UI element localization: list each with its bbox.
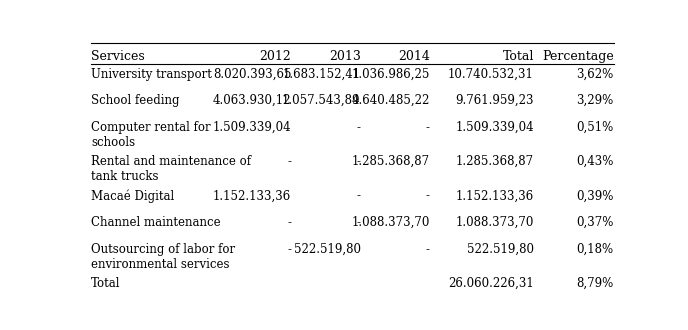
Text: 1.152.133,36: 1.152.133,36 — [455, 189, 534, 203]
Text: Computer rental for
schools: Computer rental for schools — [92, 121, 211, 149]
Text: Percentage: Percentage — [542, 50, 614, 63]
Text: 26.060.226,31: 26.060.226,31 — [448, 277, 534, 290]
Text: -: - — [426, 121, 430, 134]
Text: Channel maintenance: Channel maintenance — [92, 216, 221, 229]
Text: 4.063.930,12: 4.063.930,12 — [213, 94, 291, 107]
Text: 3,29%: 3,29% — [577, 94, 614, 107]
Text: Rental and maintenance of
tank trucks: Rental and maintenance of tank trucks — [92, 155, 251, 183]
Text: 2013: 2013 — [329, 50, 361, 63]
Text: 1.285.368,87: 1.285.368,87 — [352, 155, 430, 168]
Text: Total: Total — [502, 50, 534, 63]
Text: -: - — [356, 155, 361, 168]
Text: 1.285.368,87: 1.285.368,87 — [455, 155, 534, 168]
Text: Total: Total — [92, 277, 121, 290]
Text: 3,62%: 3,62% — [577, 68, 614, 81]
Text: -: - — [426, 243, 430, 256]
Text: 9.761.959,23: 9.761.959,23 — [455, 94, 534, 107]
Text: 8.020.393,65: 8.020.393,65 — [213, 68, 291, 81]
Text: 8,79%: 8,79% — [577, 277, 614, 290]
Text: -: - — [288, 155, 291, 168]
Text: 522.519,80: 522.519,80 — [467, 243, 534, 256]
Text: School feeding: School feeding — [92, 94, 180, 107]
Text: Macaé Digital: Macaé Digital — [92, 189, 175, 203]
Text: 2012: 2012 — [259, 50, 291, 63]
Text: 4.640.485,22: 4.640.485,22 — [352, 94, 430, 107]
Text: 0,37%: 0,37% — [577, 216, 614, 229]
Text: -: - — [426, 189, 430, 203]
Text: 1.036.986,25: 1.036.986,25 — [352, 68, 430, 81]
Text: 1.509.339,04: 1.509.339,04 — [213, 121, 291, 134]
Text: 1.088.373,70: 1.088.373,70 — [455, 216, 534, 229]
Text: 1.057.543,89: 1.057.543,89 — [282, 94, 361, 107]
Text: -: - — [356, 189, 361, 203]
Text: 10.740.532,31: 10.740.532,31 — [448, 68, 534, 81]
Text: -: - — [288, 216, 291, 229]
Text: 2014: 2014 — [398, 50, 430, 63]
Text: 1.152.133,36: 1.152.133,36 — [213, 189, 291, 203]
Text: -: - — [288, 243, 291, 256]
Text: University transport: University transport — [92, 68, 212, 81]
Text: Outsourcing of labor for
environmental services: Outsourcing of labor for environmental s… — [92, 243, 235, 271]
Text: 0,51%: 0,51% — [577, 121, 614, 134]
Text: -: - — [356, 121, 361, 134]
Text: 0,18%: 0,18% — [577, 243, 614, 256]
Text: 522.519,80: 522.519,80 — [294, 243, 361, 256]
Text: -: - — [356, 216, 361, 229]
Text: 1.088.373,70: 1.088.373,70 — [352, 216, 430, 229]
Text: 0,43%: 0,43% — [577, 155, 614, 168]
Text: 1.683.152,41: 1.683.152,41 — [283, 68, 361, 81]
Text: 0,39%: 0,39% — [577, 189, 614, 203]
Text: 1.509.339,04: 1.509.339,04 — [455, 121, 534, 134]
Text: Services: Services — [92, 50, 145, 63]
